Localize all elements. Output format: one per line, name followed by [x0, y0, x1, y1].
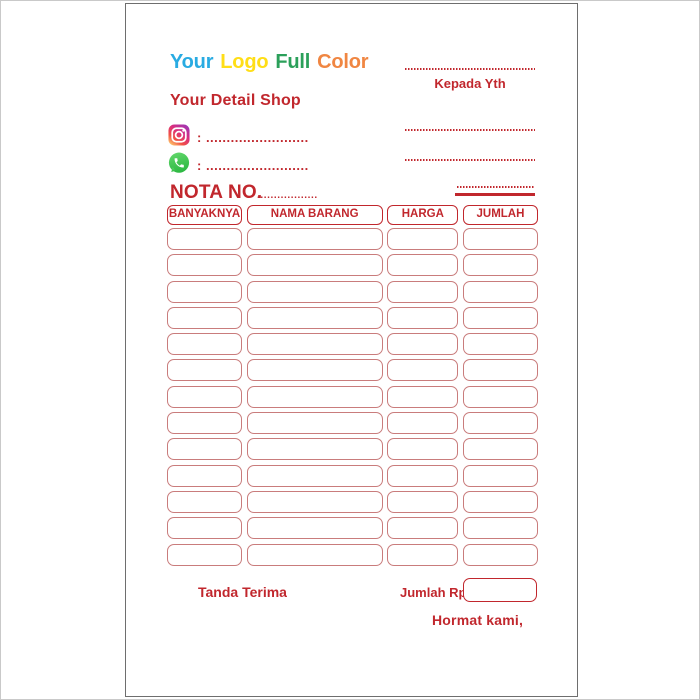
empty-cell — [246, 464, 383, 487]
empty-cell — [246, 306, 383, 329]
table-row — [167, 517, 538, 540]
empty-cell — [167, 517, 242, 540]
empty-cell — [462, 359, 538, 382]
empty-cell — [167, 438, 242, 461]
kepada-dotted-line — [405, 68, 535, 70]
empty-cell — [167, 490, 242, 513]
empty-cell — [246, 228, 383, 250]
table-row — [167, 464, 538, 487]
empty-cell — [462, 254, 538, 277]
empty-cell — [462, 333, 538, 356]
empty-cell — [462, 543, 538, 566]
empty-cell — [167, 464, 242, 487]
empty-cell — [246, 438, 383, 461]
empty-cell — [167, 306, 242, 329]
empty-cell — [167, 333, 242, 356]
empty-cell — [246, 333, 383, 356]
nota-no-label: NOTA NO. — [170, 182, 263, 203]
empty-cell — [387, 412, 459, 435]
hormat-kami-label: Hormat kami, — [432, 612, 524, 628]
empty-cell — [246, 385, 383, 408]
empty-cell — [246, 490, 383, 513]
jumlah-total-box — [463, 578, 537, 602]
table-row — [167, 359, 538, 382]
instagram-handle-dots: : ......................... — [197, 130, 309, 145]
empty-cell — [462, 490, 538, 513]
logo-text: Your Logo Full Color — [170, 51, 375, 74]
empty-cell — [462, 306, 538, 329]
empty-cell — [462, 438, 538, 461]
empty-cell — [246, 254, 383, 277]
whatsapp-number-dots: : ......................... — [197, 158, 309, 173]
empty-cell — [387, 228, 459, 250]
empty-cell — [246, 543, 383, 566]
table-header-row: BANYAKNYA NAMA BARANG HARGA JUMLAH — [167, 205, 538, 225]
column-header-banyaknya: BANYAKNYA — [167, 205, 242, 225]
empty-cell — [462, 228, 538, 250]
empty-cell — [387, 543, 459, 566]
address-dotted-line-2 — [405, 159, 535, 161]
logo-word: Your — [170, 51, 214, 73]
empty-cell — [246, 359, 383, 382]
empty-cell — [167, 228, 242, 250]
empty-cell — [167, 412, 242, 435]
nota-page: Your Logo Full Color Kepada Yth Your Detail… — [125, 3, 578, 697]
column-header-jumlah: JUMLAH — [462, 205, 538, 225]
empty-cell — [167, 385, 242, 408]
empty-cell — [167, 543, 242, 566]
logo-word: Logo — [220, 51, 269, 73]
table-row — [167, 490, 538, 513]
empty-cell — [246, 517, 383, 540]
table-row — [167, 280, 538, 303]
address-underline — [455, 193, 535, 196]
empty-cell — [462, 412, 538, 435]
empty-cell — [246, 412, 383, 435]
table-body — [167, 228, 538, 566]
column-header-nama-barang: NAMA BARANG — [246, 205, 383, 225]
table-row — [167, 412, 538, 435]
table-row — [167, 438, 538, 461]
table-row — [167, 385, 538, 408]
table-row — [167, 333, 538, 356]
empty-cell — [387, 464, 459, 487]
empty-cell — [167, 359, 242, 382]
column-header-harga: HARGA — [387, 205, 459, 225]
empty-cell — [462, 464, 538, 487]
instagram-icon — [168, 124, 190, 146]
table-row — [167, 306, 538, 329]
whatsapp-icon — [168, 152, 190, 174]
empty-cell — [246, 280, 383, 303]
nota-no-dots: .................. — [257, 190, 318, 201]
empty-cell — [387, 254, 459, 277]
empty-cell — [387, 280, 459, 303]
empty-cell — [387, 333, 459, 356]
empty-cell — [387, 359, 459, 382]
empty-cell — [387, 438, 459, 461]
empty-cell — [387, 517, 459, 540]
empty-cell — [462, 385, 538, 408]
jumlah-rp-label: Jumlah Rp — [400, 585, 467, 600]
table-row — [167, 543, 538, 566]
empty-cell — [167, 254, 242, 277]
logo-word: Full — [275, 51, 311, 73]
logo-word: Color — [317, 51, 369, 73]
address-dotted-line-1 — [405, 129, 535, 131]
empty-cell — [462, 517, 538, 540]
empty-cell — [462, 280, 538, 303]
shop-detail-text: Your Detail Shop — [170, 92, 301, 109]
table-row — [167, 254, 538, 277]
empty-cell — [387, 385, 459, 408]
empty-cell — [387, 490, 459, 513]
empty-cell — [167, 280, 242, 303]
tanda-terima-label: Tanda Terima — [198, 584, 287, 600]
address-dotted-line-3 — [457, 186, 535, 188]
table-row — [167, 228, 538, 250]
empty-cell — [387, 306, 459, 329]
kepada-yth-label: Kepada Yth — [434, 76, 506, 91]
